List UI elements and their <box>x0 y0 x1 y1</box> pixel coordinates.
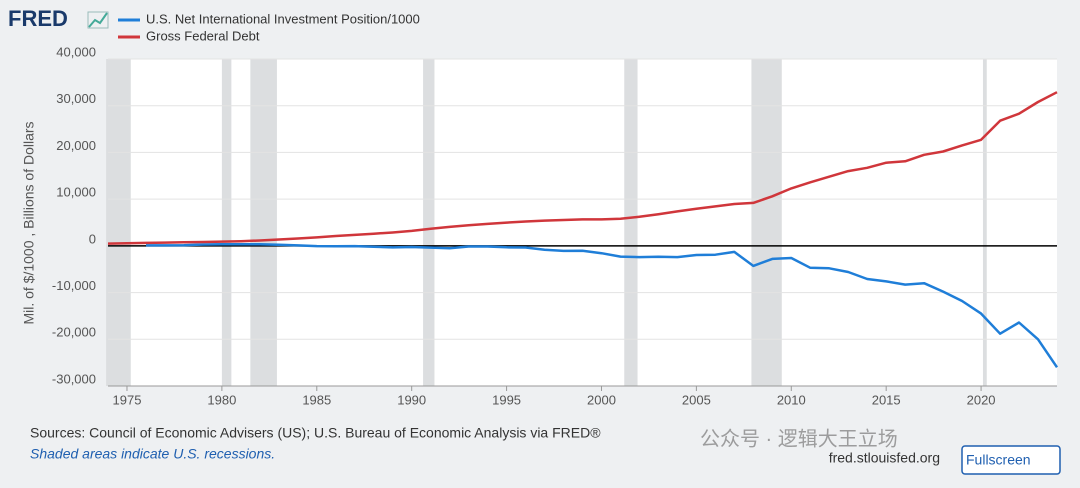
sources: Sources: Council of Economic Advisers (U… <box>30 425 601 441</box>
fullscreen-frame[interactable] <box>961 445 1061 475</box>
x-tick-label: 2000 <box>587 392 616 407</box>
x-tick-label: 1995 <box>492 392 521 407</box>
recession-band <box>221 59 232 386</box>
x-tick-label: 1980 <box>207 392 236 407</box>
watermark: 公众号 · 逻辑大王立场 <box>700 427 898 450</box>
series-line <box>107 91 1058 245</box>
recession-band <box>624 59 638 386</box>
x-tick-label: 2020 <box>967 392 996 407</box>
y-tick-label: -10,000 <box>52 278 96 293</box>
site-url: fred.stlouisfed.org <box>829 450 940 466</box>
recession-band <box>250 59 277 386</box>
y-tick-label: 0 <box>89 231 96 246</box>
logo-icon <box>87 11 109 29</box>
fullscreen-button[interactable]: Fullscreen <box>961 445 1061 475</box>
x-tick-label: 1990 <box>397 392 426 407</box>
y-tick-label: -30,000 <box>52 371 96 386</box>
fullscreen-label[interactable]: Fullscreen <box>966 452 1031 468</box>
x-tick-label: 1985 <box>302 392 331 407</box>
x-tick-label: 1975 <box>113 392 142 407</box>
recession-band <box>982 59 987 386</box>
x-tick-label: 2015 <box>872 392 901 407</box>
recession-band <box>751 59 782 386</box>
shaded-note: Shaded areas indicate U.S. recessions. <box>30 446 275 462</box>
y-tick-label: 20,000 <box>56 138 96 153</box>
y-tick-label: 40,000 <box>56 44 96 59</box>
recession-band <box>106 59 131 386</box>
plot-layer <box>106 58 1059 391</box>
recession-band <box>423 59 435 386</box>
legend-label: Gross Federal Debt <box>146 28 260 43</box>
legend-label: U.S. Net International Investment Positi… <box>146 11 420 26</box>
logo: FRED <box>8 6 68 31</box>
x-tick-label: 2010 <box>777 392 806 407</box>
x-tick-label: 2005 <box>682 392 711 407</box>
y-tick-label: 30,000 <box>56 91 96 106</box>
series-line <box>146 242 1059 369</box>
y-tick-label: 10,000 <box>56 185 96 200</box>
y-axis-label: Mil. of $/1000 , Billions of Dollars <box>21 121 37 324</box>
y-tick-label: -20,000 <box>52 325 96 340</box>
